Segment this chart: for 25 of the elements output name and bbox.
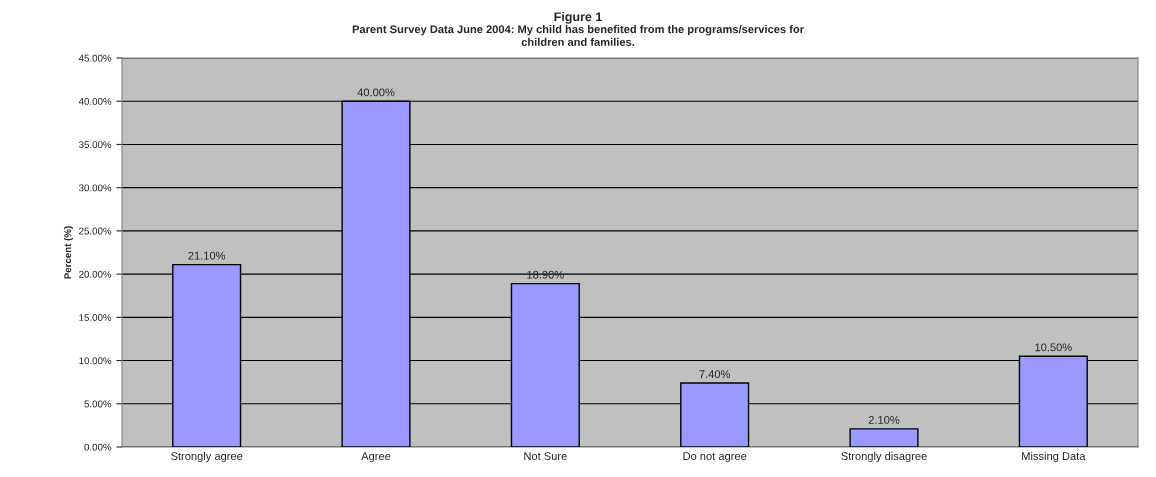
data-label: 40.00%	[357, 88, 395, 97]
chart-title: Figure 1	[554, 12, 602, 24]
data-label: 2.10%	[868, 416, 900, 424]
x-tick-label: Agree	[361, 452, 391, 463]
data-label: 7.40%	[699, 370, 731, 379]
y-tick-label: 40.00%	[78, 97, 112, 105]
data-label: 10.50%	[1035, 343, 1072, 352]
data-label: 21.10%	[188, 251, 226, 260]
y-tick-label: 45.00%	[78, 54, 112, 62]
y-axis-title: Percent (%)	[63, 226, 74, 279]
bar	[849, 428, 919, 447]
x-tick-label: Strongly disagree	[841, 451, 927, 463]
x-tick-label: Strongly agree	[171, 451, 243, 463]
y-tick-label: 25.00%	[79, 227, 112, 235]
chart-subtitle: Parent Survey Data June 2004: My child has benefited from the programs/services for children and families.	[352, 25, 804, 46]
x-tick-label: Not Sure	[524, 452, 567, 461]
x-tick-label: Missing Data	[1022, 451, 1086, 463]
y-tick-label: 20.00%	[79, 270, 112, 278]
x-tick-label: Do not agree	[683, 452, 747, 463]
y-tick-label: 0.00%	[84, 443, 112, 451]
y-tick-label: 30.00%	[78, 184, 112, 192]
y-tick-label: 35.00%	[78, 141, 112, 149]
y-tick-label: 15.00%	[79, 314, 112, 321]
y-tick-label: 5.00%	[84, 400, 112, 408]
y-tick-label: 10.00%	[79, 357, 112, 365]
